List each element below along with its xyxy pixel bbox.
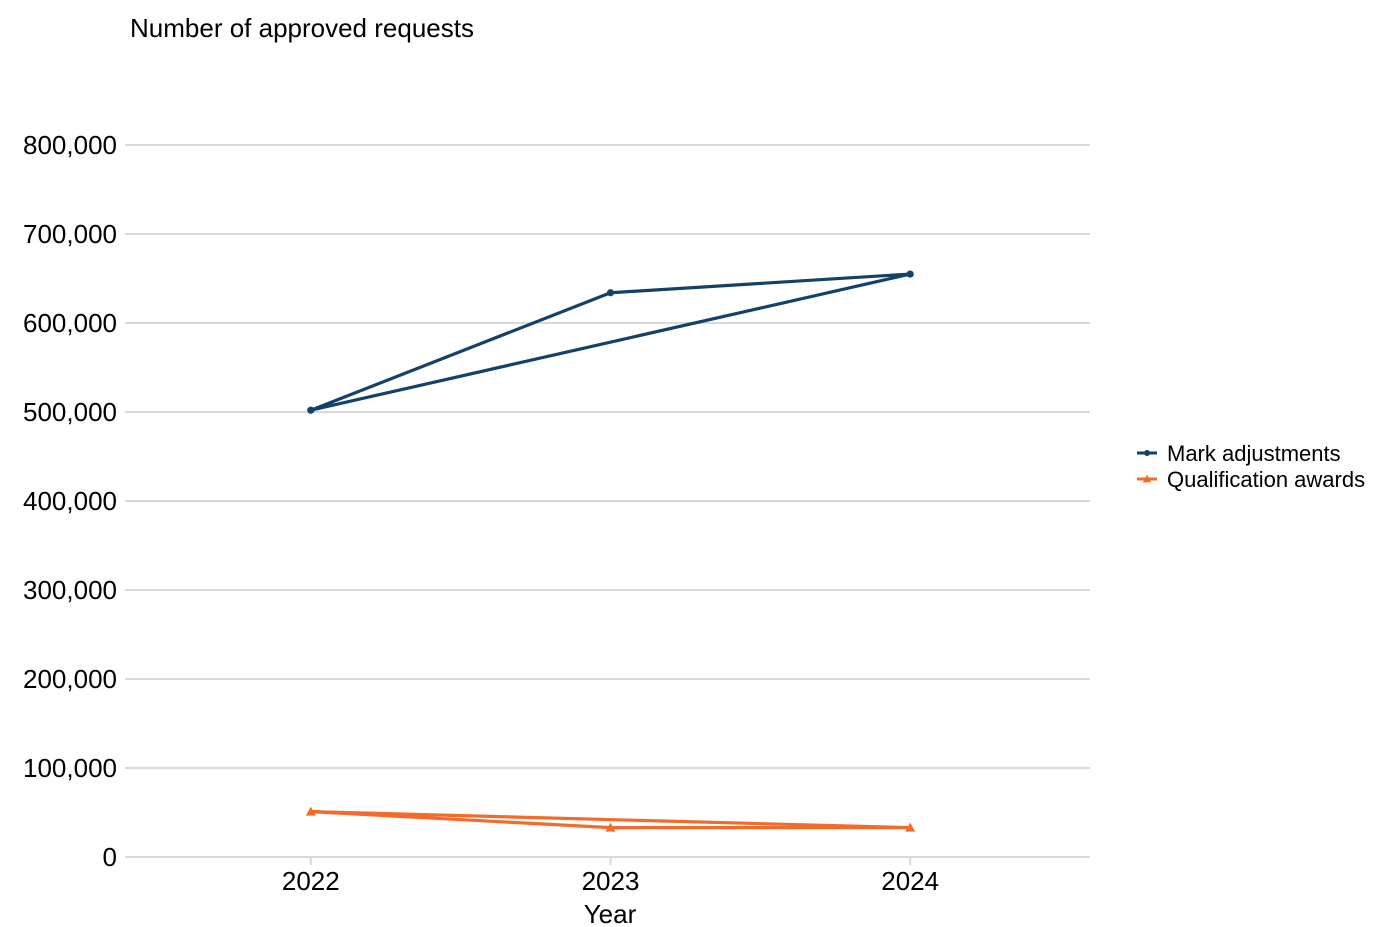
y-tick-label: 200,000 — [23, 664, 117, 694]
series-line — [310, 810, 912, 830]
y-tick-label: 100,000 — [23, 753, 117, 783]
y-tick-label: 400,000 — [23, 486, 117, 516]
y-tick-label: 0 — [103, 842, 117, 872]
x-tick-label: 2022 — [282, 866, 340, 896]
x-axis-label: Year — [584, 899, 637, 927]
y-tick-label: 300,000 — [23, 575, 117, 605]
data-point — [906, 270, 914, 278]
data-point — [1142, 474, 1152, 483]
x-tick-label: 2024 — [881, 866, 939, 896]
data-point — [606, 289, 615, 297]
y-axis: 0 100,000 200,000 300,000 400,000 500,000 600,… — [23, 130, 117, 872]
y-tick-label: 500,000 — [23, 397, 117, 427]
y-tick-label: 600,000 — [23, 308, 117, 338]
legend-label: Mark adjustments — [1167, 441, 1341, 466]
series-line — [310, 272, 912, 412]
data-point — [605, 822, 616, 832]
x-tick-label: 2023 — [582, 866, 640, 896]
legend-item: Qualification awards — [1137, 467, 1365, 492]
legend-label: Qualification awards — [1167, 467, 1365, 492]
series-qualification-awards — [305, 806, 916, 832]
series-mark-adjustments — [307, 270, 914, 414]
data-point — [307, 406, 315, 414]
series-group — [305, 270, 916, 832]
data-point — [905, 822, 916, 832]
y-tick-label: 800,000 — [23, 130, 117, 160]
data-point — [305, 806, 316, 816]
chart-title: Number of approved requests — [130, 13, 474, 43]
grid-lines — [125, 144, 1090, 858]
data-point — [1143, 449, 1151, 457]
x-axis: 2022 2023 2024 — [282, 857, 939, 896]
legend-item: Mark adjustments — [1137, 441, 1341, 466]
y-tick-label: 700,000 — [23, 219, 117, 249]
